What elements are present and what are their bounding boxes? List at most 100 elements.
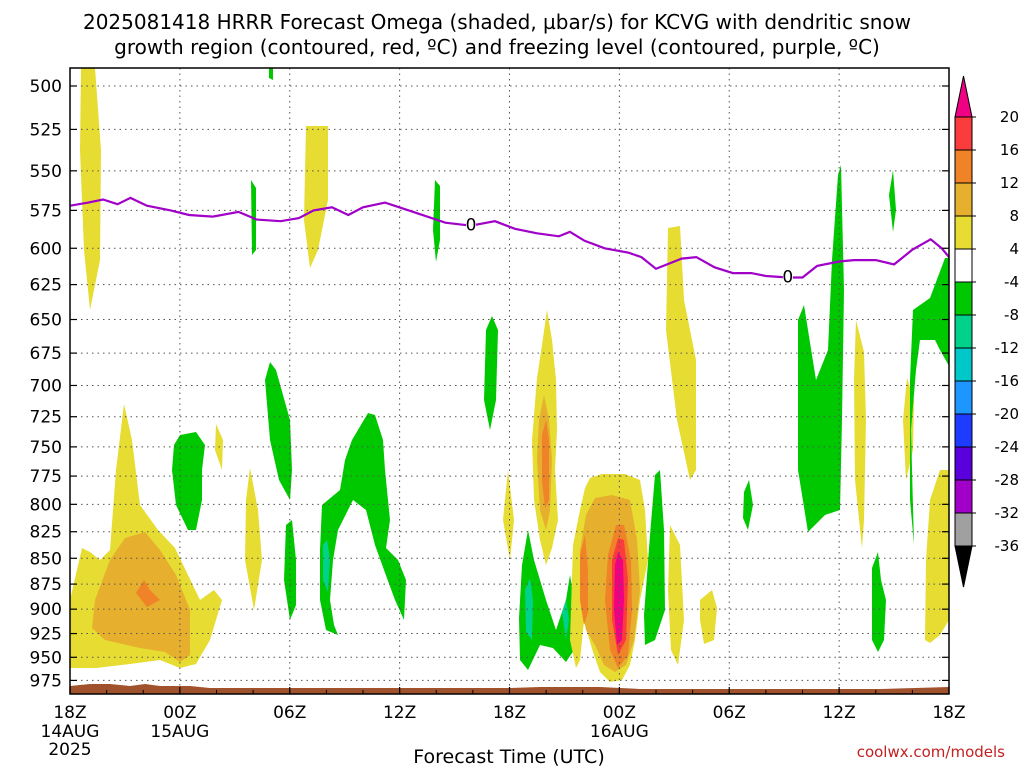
omega-region-green-4 — [320, 413, 406, 635]
freezing-level-contour: 00 — [70, 196, 949, 287]
omega-shading — [70, 68, 949, 682]
omega-region-yellow-small-2 — [245, 468, 262, 610]
y-axis: 500 525 550 575 600 625 650 675 700 725 750 775 800 8… — [30, 77, 949, 691]
omega-region-green-14 — [889, 170, 896, 232]
x-tick-date-label: 14AUG — [41, 722, 100, 742]
omega-region-green-12 — [798, 165, 844, 532]
omega-region-green-1 — [172, 432, 205, 530]
y-tick-label: 650 — [30, 311, 62, 331]
colorbar-label: 4 — [1009, 240, 1019, 258]
colorbar-swatch — [954, 512, 973, 547]
colorbar-label: -36 — [995, 537, 1020, 555]
omega-region-teal-2 — [525, 578, 533, 640]
colorbar-label: -20 — [995, 405, 1020, 423]
x-axis-label: Forecast Time (UTC) — [413, 746, 604, 768]
omega-region-green-13 — [872, 552, 886, 652]
colorbar-swatch — [954, 149, 973, 184]
omega-region-yellow-right — [925, 470, 949, 643]
omega-region-green-2 — [265, 362, 292, 500]
y-tick-label: 550 — [30, 162, 62, 182]
x-tick-label: 18Z — [493, 703, 526, 723]
omega-region-yellow-upper-4 — [854, 320, 866, 548]
omega-region-green-15 — [910, 258, 949, 545]
omega-region-yellow-upper-1 — [80, 68, 101, 310]
colorbar-label: -8 — [1004, 306, 1019, 324]
x-tick-year-label: 2025 — [48, 740, 91, 760]
omega-region-green-6 — [433, 180, 440, 262]
y-tick-label: 800 — [30, 495, 62, 515]
y-tick-label: 900 — [30, 600, 62, 620]
y-tick-label: 625 — [30, 276, 62, 296]
y-tick-label: 750 — [30, 438, 62, 458]
y-tick-label: 950 — [30, 648, 62, 668]
x-tick-date-label: 15AUG — [150, 722, 209, 742]
omega-region-yellow-small-3 — [503, 470, 514, 560]
gridlines — [70, 68, 949, 694]
freezing-level-label: 0 — [782, 267, 793, 287]
x-tick-label: 06Z — [273, 703, 306, 723]
y-tick-label: 850 — [30, 549, 62, 569]
colorbar-label: -12 — [995, 339, 1020, 357]
chart-title-line2: growth region (contoured, red, ºC) and f… — [114, 35, 880, 59]
colorbar-swatch — [954, 215, 973, 250]
omega-region-yellow-small-4 — [700, 590, 717, 644]
omega-region-orange-center-1 — [542, 420, 549, 508]
y-tick-label: 925 — [30, 625, 62, 645]
omega-region-green-10 — [644, 470, 665, 645]
colorbar-label: 12 — [1000, 174, 1019, 192]
x-tick-label: 06Z — [713, 703, 746, 723]
colorbar-swatch — [954, 281, 973, 316]
x-tick-label: 18Z — [53, 703, 86, 723]
x-tick-label: 18Z — [932, 703, 965, 723]
y-tick-label: 775 — [30, 467, 62, 487]
omega-region-teal-3 — [562, 600, 569, 640]
omega-region-magenta-center — [614, 552, 624, 645]
colorbar-label: 16 — [1000, 141, 1019, 159]
omega-region-yellow-small-5 — [668, 525, 684, 665]
x-tick-label: 12Z — [822, 703, 855, 723]
colorbar-label: -28 — [995, 471, 1020, 489]
y-tick-label: 575 — [30, 201, 62, 221]
colorbar: 20 16 12 8 4 -4 -8 -12 -16 -20 -24 -28 -32 -36 — [954, 75, 1020, 588]
y-tick-label: 975 — [30, 671, 62, 691]
y-tick-label: 675 — [30, 344, 62, 364]
y-tick-label: 825 — [30, 523, 62, 543]
colorbar-swatch — [954, 248, 973, 283]
colorbar-top-arrow — [954, 75, 973, 118]
y-tick-label: 600 — [30, 239, 62, 259]
colorbar-swatch — [954, 413, 973, 448]
colorbar-label: -32 — [995, 504, 1020, 522]
colorbar-label: -4 — [1004, 273, 1019, 291]
omega-region-green-7 — [269, 68, 273, 80]
credit-text: coolwx.com/models — [857, 743, 1005, 761]
colorbar-label: 8 — [1009, 207, 1019, 225]
x-tick-date-label: 16AUG — [590, 722, 649, 742]
omega-region-orange-center-2 — [580, 535, 588, 625]
omega-region-green-9 — [519, 530, 574, 670]
x-tick-label: 00Z — [603, 703, 636, 723]
colorbar-swatch — [954, 314, 973, 349]
colorbar-bottom-arrow — [954, 545, 973, 588]
omega-region-teal-1 — [323, 540, 330, 592]
omega-region-orange-left — [136, 580, 160, 607]
colorbar-swatch — [954, 446, 973, 481]
colorbar-label: -16 — [995, 372, 1020, 390]
freezing-level-label: 0 — [466, 216, 477, 236]
colorbar-swatch — [954, 347, 973, 382]
colorbar-swatch — [954, 380, 973, 415]
x-tick-label: 00Z — [163, 703, 196, 723]
freezing-level-line — [70, 196, 949, 279]
omega-region-green-11 — [743, 480, 753, 530]
y-tick-label: 700 — [30, 376, 62, 396]
freezing-level-label-bg — [466, 218, 477, 233]
freezing-level-label-bg — [782, 270, 793, 285]
y-tick-label: 500 — [30, 77, 62, 97]
x-tick-label: 12Z — [383, 703, 416, 723]
colorbar-swatch — [954, 479, 973, 514]
colorbar-swatch — [954, 116, 973, 151]
colorbar-label: -24 — [995, 438, 1020, 456]
chart-title-line1: 2025081418 HRRR Forecast Omega (shaded, … — [83, 10, 911, 34]
omega-region-green-8 — [484, 316, 498, 430]
